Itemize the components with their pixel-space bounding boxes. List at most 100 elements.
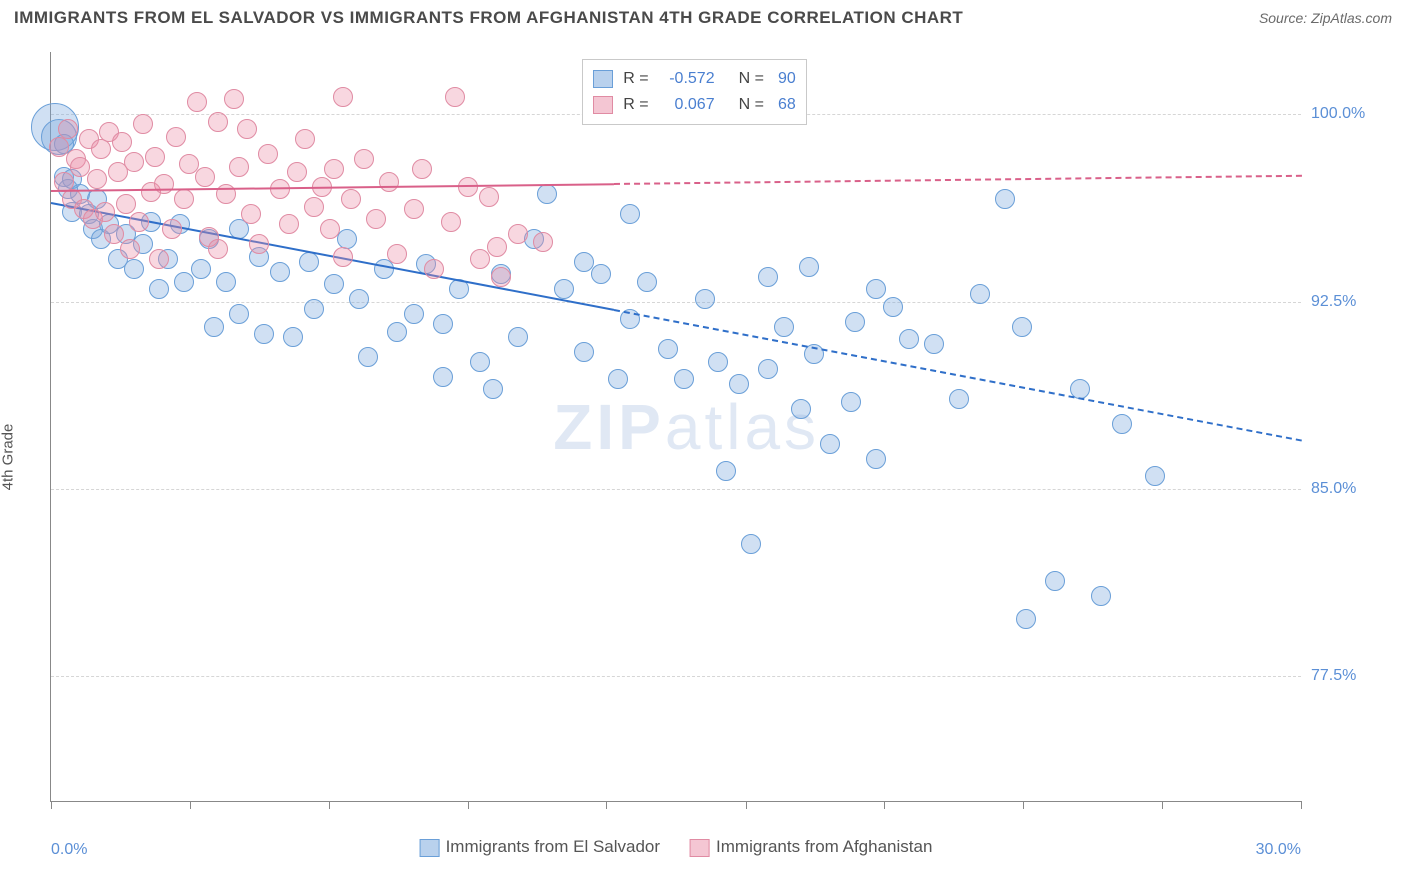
r-value: -0.572 bbox=[659, 66, 715, 92]
scatter-point bbox=[1145, 466, 1165, 486]
scatter-point bbox=[820, 434, 840, 454]
gridline bbox=[51, 489, 1301, 490]
scatter-point bbox=[674, 369, 694, 389]
trendline-extrapolated bbox=[614, 175, 1302, 185]
scatter-point bbox=[799, 257, 819, 277]
trendline bbox=[51, 183, 614, 192]
scatter-point bbox=[166, 127, 186, 147]
scatter-point bbox=[116, 194, 136, 214]
chart-area: 4th Grade ZIPatlas 100.0%92.5%85.0%77.5%… bbox=[0, 32, 1406, 882]
scatter-point bbox=[358, 347, 378, 367]
scatter-point bbox=[133, 114, 153, 134]
scatter-point bbox=[1016, 609, 1036, 629]
scatter-point bbox=[270, 262, 290, 282]
scatter-point bbox=[95, 202, 115, 222]
scatter-point bbox=[87, 169, 107, 189]
x-tick bbox=[884, 801, 885, 809]
scatter-point bbox=[149, 249, 169, 269]
scatter-point bbox=[758, 359, 778, 379]
x-tick bbox=[746, 801, 747, 809]
scatter-point bbox=[324, 159, 344, 179]
scatter-point bbox=[404, 304, 424, 324]
scatter-point bbox=[491, 267, 511, 287]
series-legend: Immigrants from El SalvadorImmigrants fr… bbox=[420, 837, 933, 857]
scatter-point bbox=[208, 112, 228, 132]
scatter-point bbox=[295, 129, 315, 149]
legend-row: R =-0.572N =90 bbox=[593, 66, 795, 92]
scatter-point bbox=[695, 289, 715, 309]
scatter-point bbox=[620, 204, 640, 224]
watermark: ZIPatlas bbox=[553, 390, 820, 464]
scatter-point bbox=[320, 219, 340, 239]
scatter-point bbox=[174, 189, 194, 209]
scatter-point bbox=[229, 304, 249, 324]
scatter-point bbox=[791, 399, 811, 419]
scatter-point bbox=[845, 312, 865, 332]
scatter-point bbox=[154, 174, 174, 194]
scatter-point bbox=[304, 299, 324, 319]
r-label: R = bbox=[623, 92, 648, 118]
n-value: 68 bbox=[778, 92, 796, 118]
scatter-point bbox=[483, 379, 503, 399]
scatter-point bbox=[508, 327, 528, 347]
series-name: Immigrants from Afghanistan bbox=[716, 837, 932, 856]
series-legend-item: Immigrants from Afghanistan bbox=[690, 837, 932, 857]
scatter-point bbox=[433, 367, 453, 387]
scatter-point bbox=[112, 132, 132, 152]
scatter-point bbox=[883, 297, 903, 317]
scatter-point bbox=[124, 152, 144, 172]
scatter-point bbox=[591, 264, 611, 284]
x-tick bbox=[51, 801, 52, 809]
scatter-point bbox=[58, 119, 78, 139]
legend-swatch bbox=[690, 839, 710, 857]
scatter-point bbox=[191, 259, 211, 279]
scatter-point bbox=[149, 279, 169, 299]
scatter-point bbox=[387, 322, 407, 342]
scatter-point bbox=[741, 534, 761, 554]
scatter-point bbox=[145, 147, 165, 167]
scatter-point bbox=[124, 259, 144, 279]
n-value: 90 bbox=[778, 66, 796, 92]
n-label: N = bbox=[739, 66, 764, 92]
plot-region: ZIPatlas 100.0%92.5%85.0%77.5%0.0%30.0%R… bbox=[50, 52, 1301, 802]
n-label: N = bbox=[739, 92, 764, 118]
legend-swatch bbox=[593, 70, 613, 88]
x-tick bbox=[1162, 801, 1163, 809]
scatter-point bbox=[470, 249, 490, 269]
legend-swatch bbox=[593, 96, 613, 114]
gridline bbox=[51, 302, 1301, 303]
scatter-point bbox=[412, 159, 432, 179]
scatter-point bbox=[441, 212, 461, 232]
scatter-point bbox=[354, 149, 374, 169]
scatter-point bbox=[258, 144, 278, 164]
scatter-point bbox=[487, 237, 507, 257]
scatter-point bbox=[554, 279, 574, 299]
x-tick bbox=[1301, 801, 1302, 809]
scatter-point bbox=[479, 187, 499, 207]
scatter-point bbox=[729, 374, 749, 394]
scatter-point bbox=[333, 247, 353, 267]
scatter-point bbox=[924, 334, 944, 354]
scatter-point bbox=[1012, 317, 1032, 337]
scatter-point bbox=[774, 317, 794, 337]
scatter-point bbox=[216, 272, 236, 292]
y-tick-label: 85.0% bbox=[1311, 480, 1391, 498]
scatter-point bbox=[379, 172, 399, 192]
scatter-point bbox=[324, 274, 344, 294]
scatter-point bbox=[333, 87, 353, 107]
scatter-point bbox=[254, 324, 274, 344]
trendline-extrapolated bbox=[614, 309, 1302, 442]
title-bar: IMMIGRANTS FROM EL SALVADOR VS IMMIGRANT… bbox=[0, 0, 1406, 32]
legend-row: R = 0.067 N = 68 bbox=[593, 92, 795, 118]
correlation-legend: R = -0.572 N = 90R = 0.067 N = 68 bbox=[582, 59, 806, 124]
scatter-point bbox=[899, 329, 919, 349]
x-tick bbox=[606, 801, 607, 809]
scatter-point bbox=[866, 449, 886, 469]
scatter-point bbox=[120, 239, 140, 259]
scatter-point bbox=[299, 252, 319, 272]
chart-source: Source: ZipAtlas.com bbox=[1259, 10, 1392, 26]
scatter-point bbox=[866, 279, 886, 299]
r-value: 0.067 bbox=[659, 92, 715, 118]
scatter-point bbox=[608, 369, 628, 389]
scatter-point bbox=[187, 92, 207, 112]
